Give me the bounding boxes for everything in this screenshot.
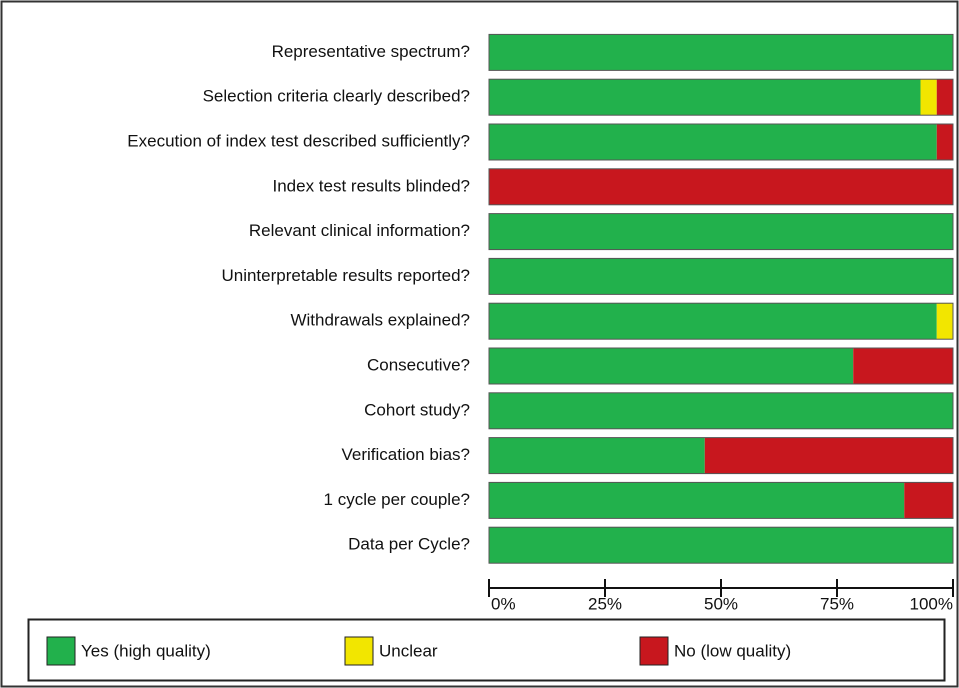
- bar-outline: [488, 123, 954, 161]
- category-label: Cohort study?: [364, 400, 470, 419]
- bar-segment: [489, 79, 921, 116]
- bar-outline: [488, 526, 954, 564]
- bar-segment: [489, 437, 705, 474]
- category-label: Selection criteria clearly described?: [203, 87, 470, 106]
- bar-segment: [489, 482, 905, 519]
- bar-segment: [936, 303, 953, 340]
- bar-outline: [488, 33, 954, 71]
- bar-segment: [904, 482, 953, 519]
- bar-segment: [489, 124, 937, 160]
- bar-outline: [488, 257, 954, 295]
- bar-segment: [489, 527, 953, 564]
- bar-outline: [488, 437, 954, 475]
- bar-segment: [853, 348, 953, 384]
- category-label: Verification bias?: [341, 445, 470, 464]
- bar-segment: [489, 258, 953, 295]
- bar-segment: [936, 124, 953, 160]
- legend-label: Unclear: [379, 641, 438, 660]
- x-tick-label: 50%: [704, 594, 738, 613]
- legend-box: [27, 618, 946, 682]
- x-tick-label: 25%: [588, 594, 622, 613]
- bar-outline: [488, 302, 954, 340]
- legend-label: No (low quality): [674, 641, 791, 660]
- category-label: Index test results blinded?: [272, 176, 470, 195]
- bar-segment: [489, 168, 953, 205]
- x-tick-label: 100%: [910, 594, 953, 613]
- category-label: Representative spectrum?: [272, 42, 470, 61]
- bar-outline: [488, 168, 954, 206]
- bar-outline: [488, 78, 954, 116]
- bar-segment: [489, 34, 953, 71]
- category-label: Relevant clinical information?: [249, 221, 470, 240]
- bar-segment: [704, 437, 953, 474]
- legend-label: Yes (high quality): [81, 641, 211, 660]
- legend-swatch: [344, 636, 374, 666]
- category-label: Withdrawals explained?: [290, 311, 470, 330]
- x-tick-label: 0%: [491, 594, 516, 613]
- bar-segment: [489, 348, 854, 384]
- category-label: Data per Cycle?: [348, 535, 470, 554]
- x-tick-label: 75%: [820, 594, 854, 613]
- bar-outline: [488, 347, 954, 385]
- category-label: Execution of index test described suffic…: [127, 131, 470, 150]
- legend-swatch: [46, 636, 76, 666]
- category-label: Consecutive?: [367, 355, 470, 374]
- bar-segment: [489, 213, 953, 250]
- category-label: 1 cycle per couple?: [324, 490, 470, 509]
- category-label: Uninterpretable results reported?: [221, 266, 470, 285]
- legend-swatch: [639, 636, 669, 666]
- bar-segment: [920, 79, 937, 116]
- bar-segment: [489, 303, 937, 340]
- bar-outline: [488, 392, 954, 430]
- bar-outline: [488, 213, 954, 251]
- bar-segment: [936, 79, 953, 116]
- bar-segment: [489, 392, 953, 429]
- bar-outline: [488, 481, 954, 519]
